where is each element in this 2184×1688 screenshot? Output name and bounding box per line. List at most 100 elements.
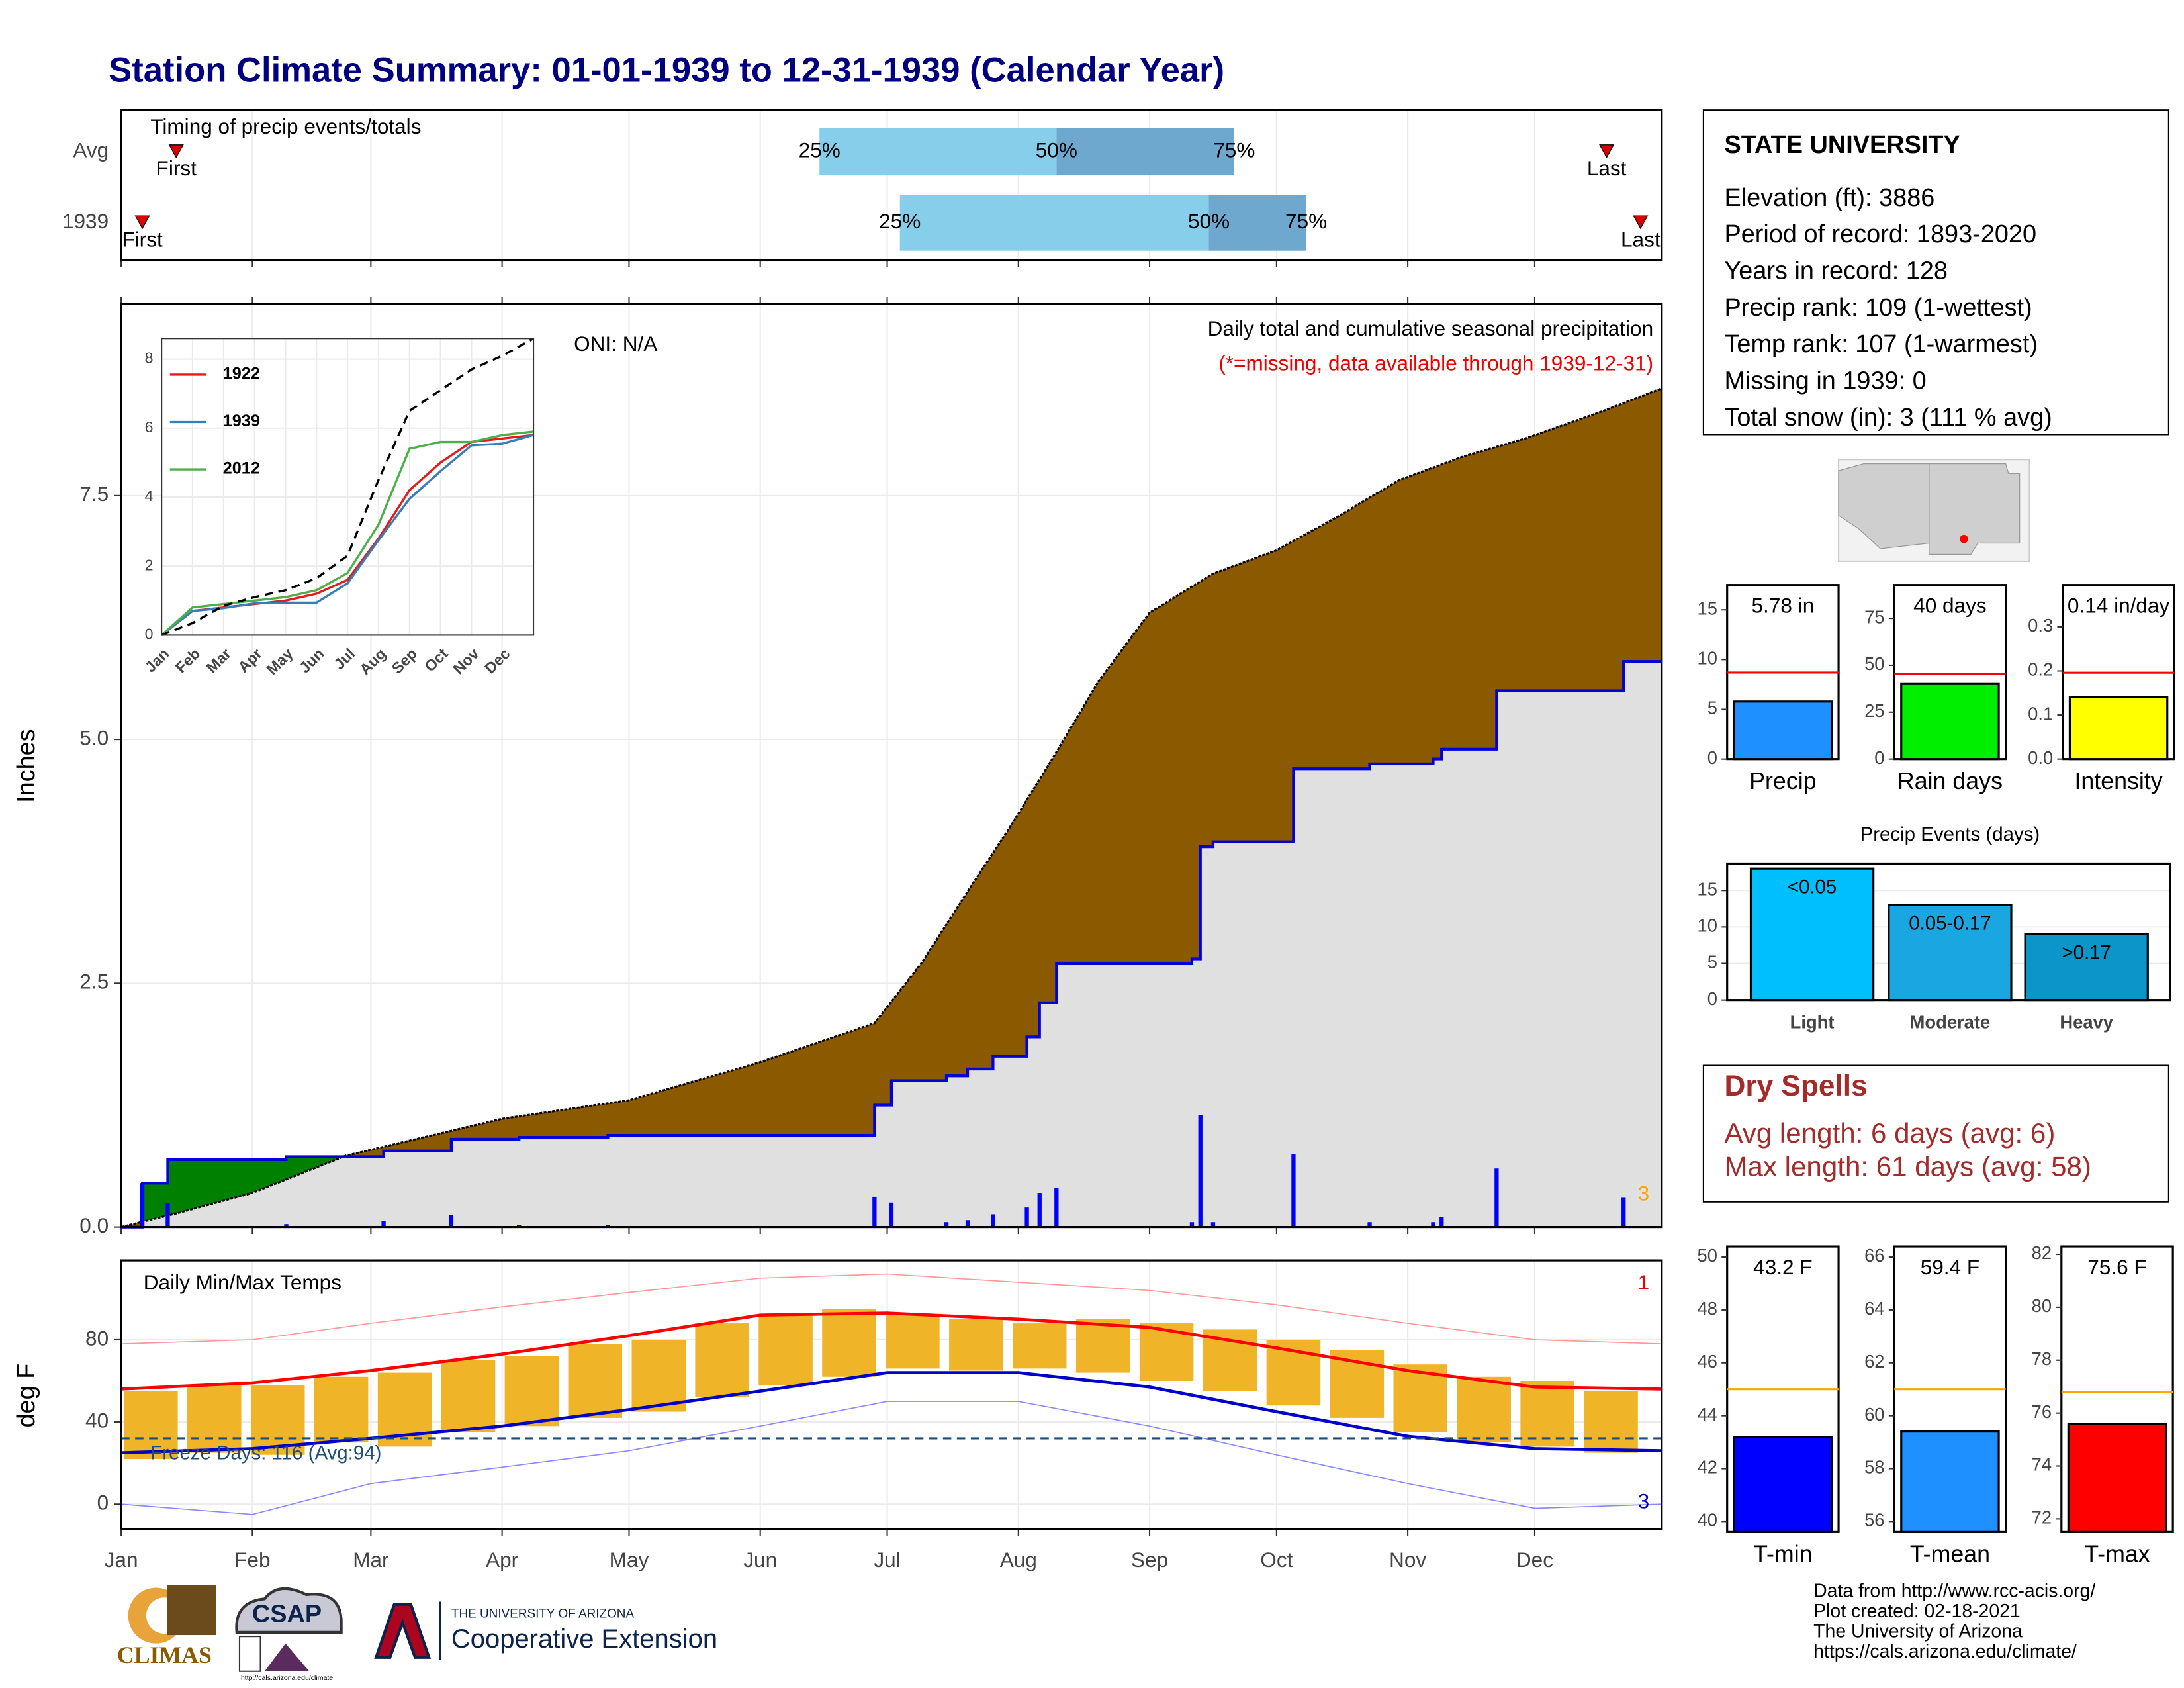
x-tick-label: Jul <box>874 1548 900 1571</box>
quartile-label: 50% <box>1036 138 1077 162</box>
y-tick-label: 75 <box>1864 606 1884 627</box>
y-tick-label: 74 <box>2032 1454 2052 1475</box>
y-tick-label: 44 <box>1698 1404 1717 1425</box>
y-tick-label: 0.2 <box>2028 659 2053 680</box>
logo-text: CLIMAS <box>117 1642 212 1668</box>
dry-spells-line: Max length: 61 days (avg: 58) <box>1724 1150 2091 1182</box>
station-name: STATE UNIVERSITY <box>1724 131 1960 159</box>
daily-bar <box>889 1202 894 1227</box>
category-label: T-min <box>1753 1541 1812 1568</box>
daily-bar <box>1367 1222 1372 1227</box>
daily-bar <box>1494 1168 1499 1227</box>
bin-label: 0.05-0.17 <box>1909 913 1991 935</box>
plot-frame <box>120 303 1663 1229</box>
value-label: 0.14 in/day <box>2068 594 2170 618</box>
footer-line: Data from http://www.rcc-acis.org/ <box>1813 1580 2095 1601</box>
inset-frame <box>161 338 535 636</box>
legend-label: 1939 <box>223 412 260 430</box>
bar <box>2067 1423 2167 1533</box>
observed-line <box>121 660 1662 1229</box>
inset-line <box>161 434 534 636</box>
y-tick-label: 0 <box>145 626 154 643</box>
temp-range-bar <box>695 1323 749 1397</box>
y-tick-label: 10 <box>1698 648 1717 669</box>
inset-average <box>161 337 534 636</box>
quartile-label: 75% <box>1213 138 1255 162</box>
footer-line: The University of Arizona <box>1813 1620 2023 1642</box>
y-tick-label: 40 <box>1698 1510 1717 1530</box>
daily-bar <box>140 1183 145 1227</box>
y-tick-label: 78 <box>2032 1348 2052 1369</box>
y-tick-label: 0 <box>97 1491 109 1515</box>
daily-bar <box>1054 1188 1059 1227</box>
temp-range-bar <box>187 1385 242 1453</box>
temp-line <box>120 1311 1662 1391</box>
chart-subtitle: Daily total and cumulative seasonal prec… <box>1208 316 1653 340</box>
bar <box>2068 696 2169 761</box>
daily-bar <box>872 1196 877 1227</box>
daily-bar <box>944 1222 949 1227</box>
bin-label: <0.05 <box>1788 876 1837 898</box>
y-tick-label: 80 <box>2032 1295 2052 1316</box>
y-tick-label: 42 <box>1698 1457 1717 1477</box>
y-tick-label: 0.0 <box>79 1213 109 1237</box>
temp-range-bar <box>1075 1319 1130 1373</box>
daily-bar <box>1198 1115 1203 1227</box>
y-tick-label: 5.0 <box>79 726 109 749</box>
y-tick-label: 72 <box>2032 1507 2052 1528</box>
quartile-label: 75% <box>1285 209 1327 233</box>
station-info: Elevation (ft): 3886 <box>1724 184 1934 212</box>
legend-label: 2012 <box>223 459 260 478</box>
y-tick-label: 6 <box>145 418 154 436</box>
daily-bar <box>965 1220 970 1227</box>
quartile-label: 25% <box>799 138 841 162</box>
logo-text: Cooperative Extension <box>451 1624 717 1654</box>
temp-range-bar <box>1520 1381 1574 1447</box>
event-label: Last <box>1621 227 1661 251</box>
temp-line <box>121 1401 1662 1515</box>
chart-title: Precip Events (days) <box>1860 823 2040 845</box>
x-tick-label: May <box>610 1548 649 1571</box>
x-tick-label: Jan <box>105 1548 138 1571</box>
y-tick-label: 2 <box>145 556 154 573</box>
station-info: Missing in 1939: 0 <box>1724 367 1926 395</box>
bar <box>1900 682 2000 761</box>
freeze-label: Freeze Days: 116 (Avg:94) <box>150 1442 381 1464</box>
category-label: Intensity <box>2074 768 2162 794</box>
inset-line <box>161 430 534 636</box>
average-line <box>120 387 1662 1229</box>
daily-bar <box>381 1221 386 1227</box>
category-label: T-mean <box>1910 1541 1990 1568</box>
category-label: Moderate <box>1910 1012 1991 1033</box>
y-tick-label: 10 <box>1698 915 1717 936</box>
daily-bar <box>449 1215 454 1227</box>
daily-bar <box>1431 1222 1435 1227</box>
quartile-label: 50% <box>1188 209 1230 233</box>
y-tick-label: 40 <box>85 1408 109 1432</box>
bar <box>1733 1436 1833 1533</box>
event-label: First <box>156 156 197 180</box>
timing-title: Timing of precip events/totals <box>150 115 421 138</box>
value-label: 5.78 in <box>1752 594 1815 618</box>
event-label: First <box>122 227 163 251</box>
temp-range-bar <box>886 1315 940 1369</box>
y-tick-label: 25 <box>1864 700 1884 721</box>
logo-text: CSAP <box>252 1601 322 1628</box>
temp-line <box>121 1273 1662 1344</box>
value-label: 43.2 F <box>1753 1255 1812 1279</box>
daily-bar <box>1210 1222 1216 1227</box>
panel-frame <box>1726 862 2171 1002</box>
y-tick-label: 7.5 <box>79 482 109 506</box>
y-tick-label: 15 <box>1698 878 1717 899</box>
station-info: Total snow (in): 3 (111 % avg) <box>1724 404 2052 432</box>
temp-range-bar <box>250 1385 305 1455</box>
y-tick-label: 56 <box>1864 1510 1884 1530</box>
daily-bar <box>165 1203 170 1227</box>
missing-note: (*=missing, data available through 1939-… <box>1218 352 1653 375</box>
event-label: Last <box>1587 156 1627 180</box>
quartile-label: 25% <box>879 209 921 233</box>
locator-map <box>1838 459 2030 562</box>
observed-area <box>121 661 1662 1227</box>
event-marker <box>168 144 184 159</box>
